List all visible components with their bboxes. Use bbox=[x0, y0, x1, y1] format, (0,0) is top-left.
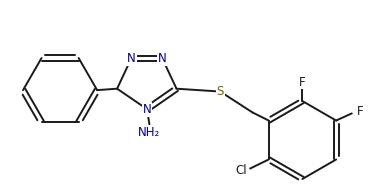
Text: F: F bbox=[299, 75, 306, 89]
Text: N: N bbox=[143, 103, 151, 116]
Text: N: N bbox=[127, 52, 136, 65]
Text: N: N bbox=[158, 52, 167, 65]
Text: NH₂: NH₂ bbox=[138, 126, 161, 139]
Text: S: S bbox=[217, 85, 224, 98]
Text: F: F bbox=[357, 105, 363, 117]
Text: Cl: Cl bbox=[235, 164, 247, 177]
